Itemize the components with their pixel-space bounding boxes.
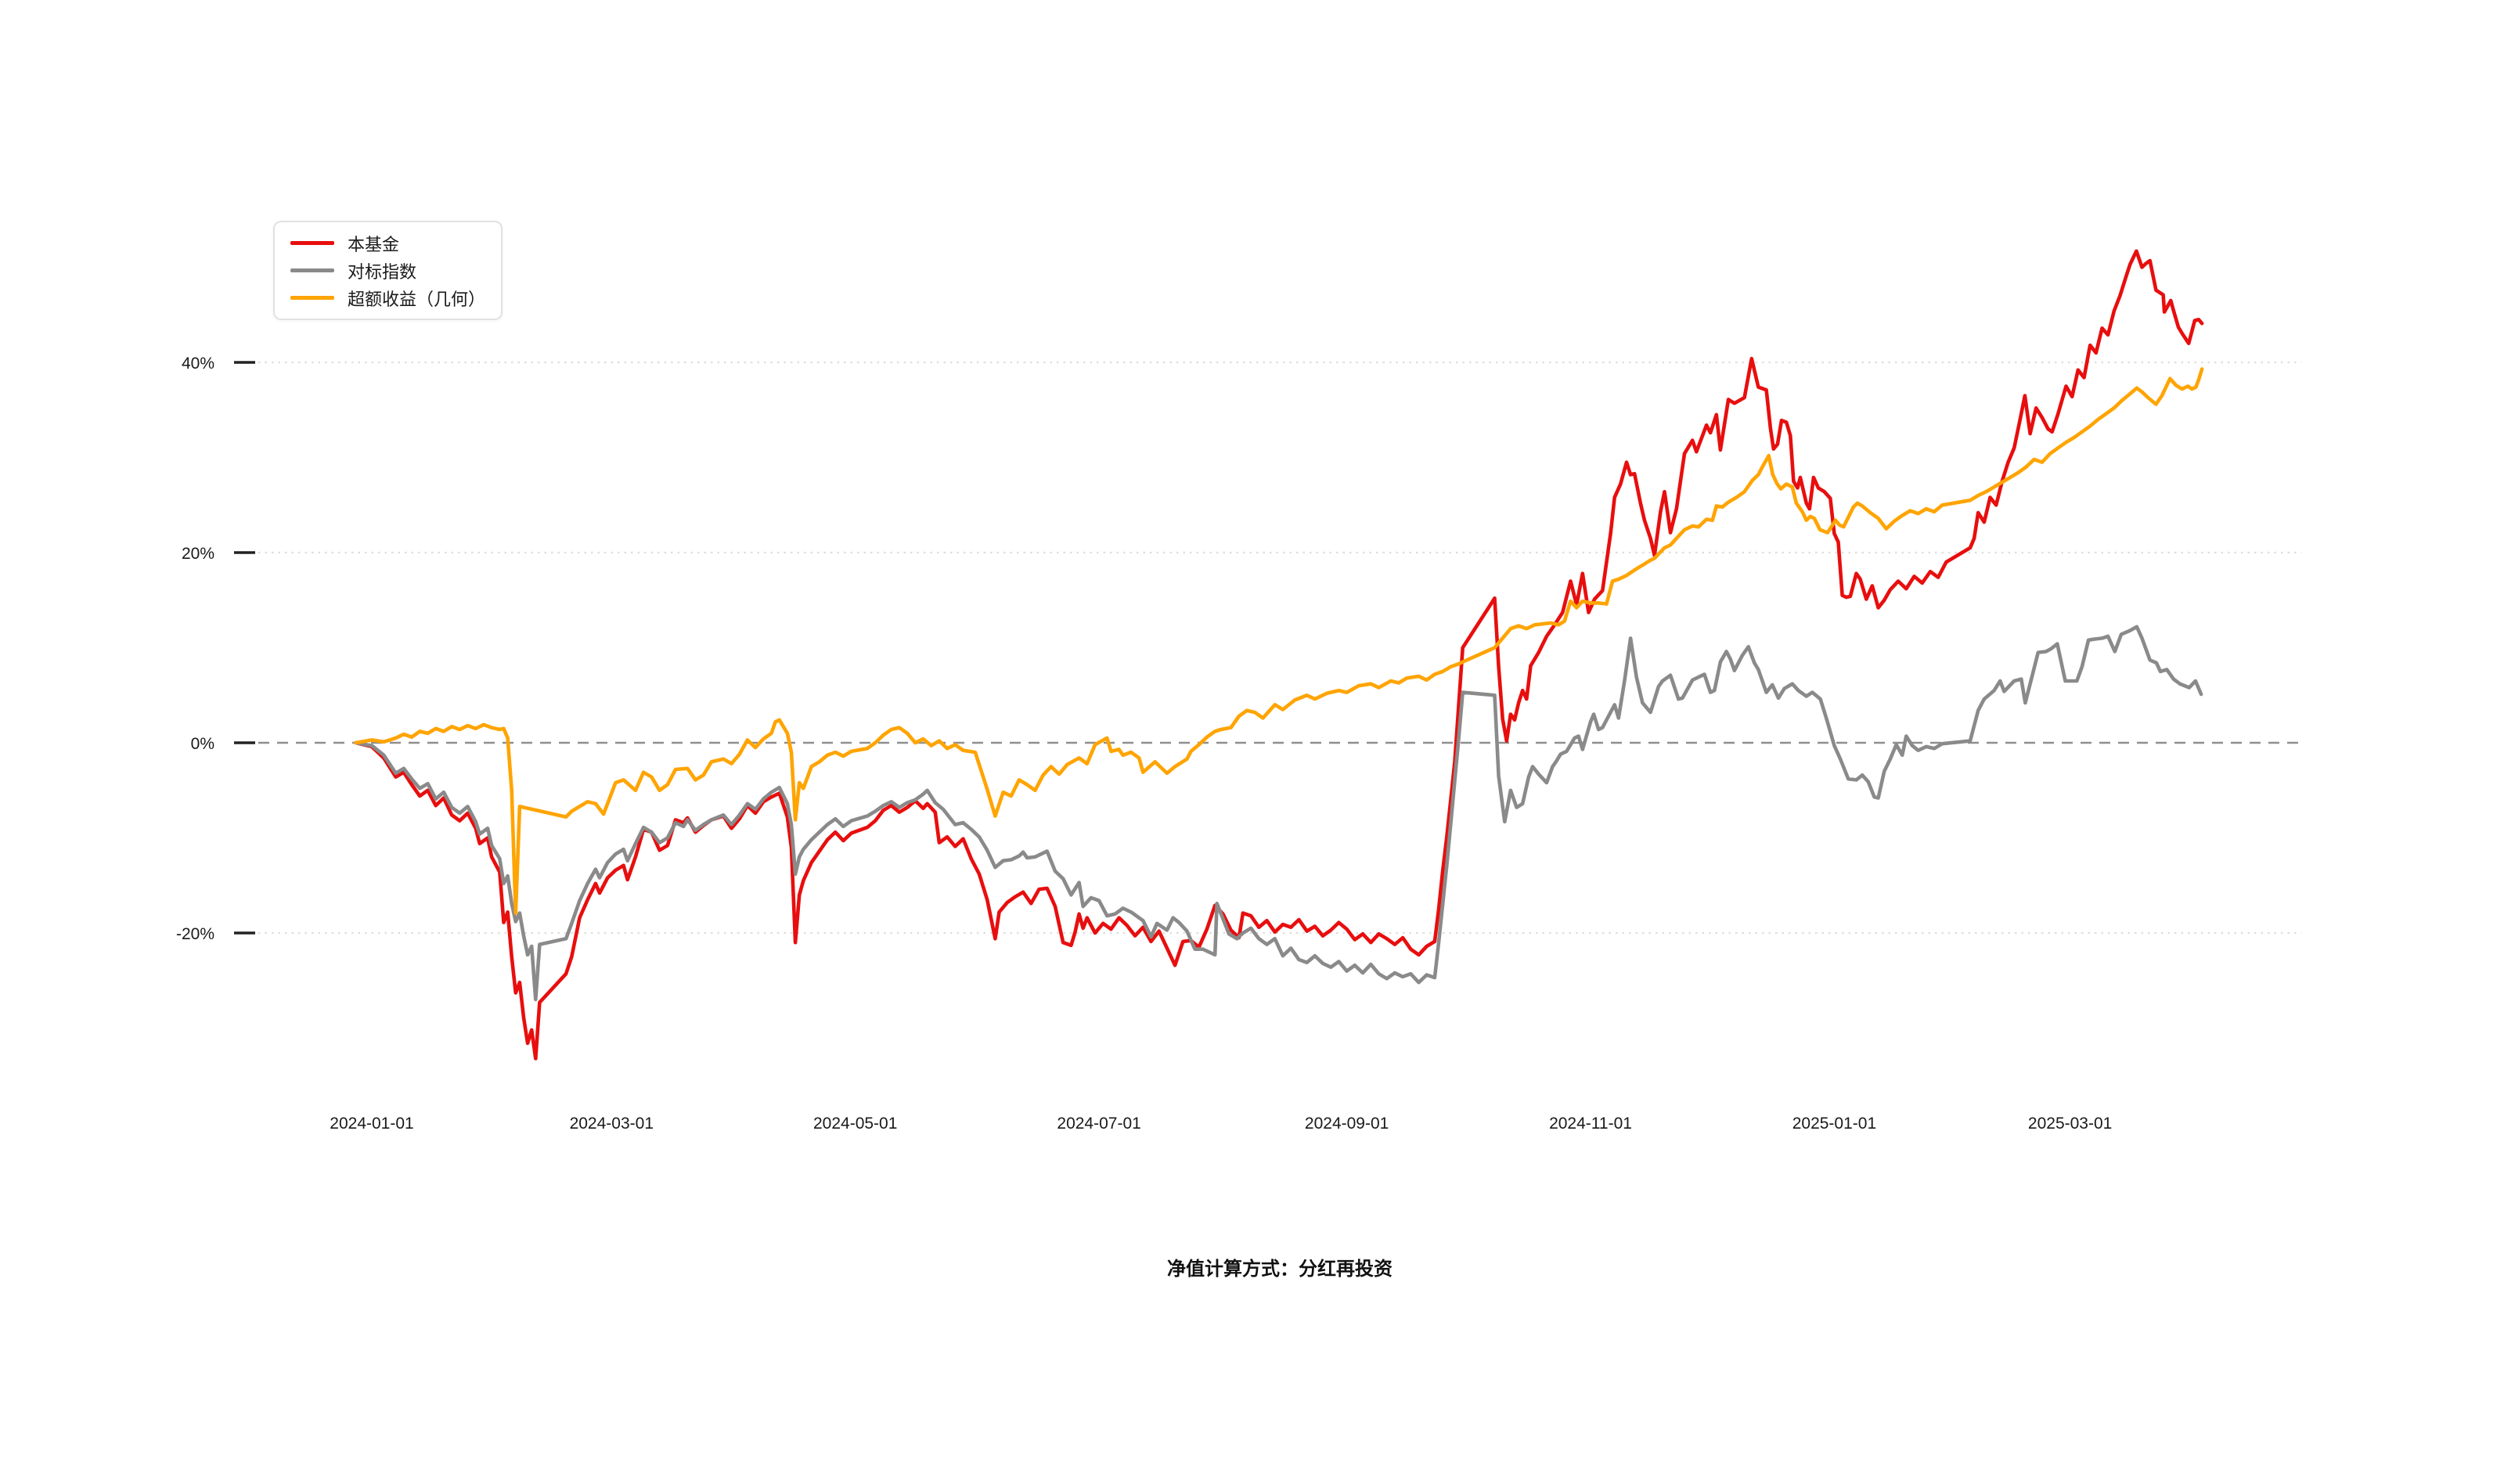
x-axis-label: 2024-11-01 [1549,1115,1632,1133]
legend-swatch-icon [290,241,334,245]
x-axis-label: 2024-03-01 [570,1115,654,1133]
x-axis-label: 2025-03-01 [2028,1115,2112,1133]
y-axis-label: 40% [182,355,214,373]
x-axis-label: 2024-05-01 [813,1115,897,1133]
x-axis-label: 2024-01-01 [330,1115,413,1133]
legend-item-2[interactable]: 超额收益（几何） [290,286,485,310]
legend-swatch-icon [290,268,334,272]
chart-legend: 本基金对标指数超额收益（几何） [273,221,503,320]
legend-label: 对标指数 [348,261,417,282]
y-axis-label: 0% [191,735,214,753]
x-axis-label: 2024-07-01 [1057,1115,1140,1133]
x-axis-label: 2024-09-01 [1305,1115,1389,1133]
legend-item-0[interactable]: 本基金 [290,231,485,255]
y-axis-label: 20% [182,545,214,563]
legend-label: 本基金 [348,234,400,254]
series-line-0 [354,249,2204,1061]
x-axis-label: 2025-01-01 [1792,1115,1876,1133]
nav-calculation-caption: 净值计算方式：分红再投资 [1167,1259,1393,1280]
legend-item-1[interactable]: 对标指数 [290,258,485,283]
series-line-2 [354,367,2204,915]
legend-swatch-icon [290,296,334,300]
y-axis-label: -20% [176,925,214,943]
legend-label: 超额收益（几何） [348,289,486,309]
series-line-1 [354,625,2203,1002]
